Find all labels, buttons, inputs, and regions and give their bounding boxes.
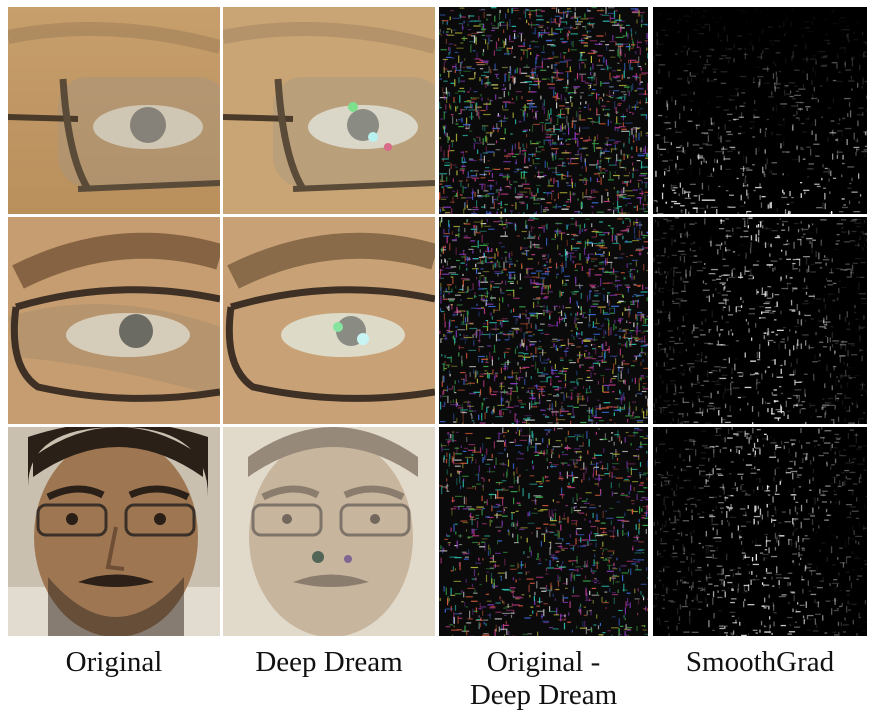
saliency-map-3	[653, 427, 867, 636]
deep-dream-eye-glasses-image	[223, 217, 435, 424]
original-full-face-image	[8, 427, 220, 636]
caption-deep-dream: Deep Dream	[223, 646, 435, 679]
smoothgrad-full-face-image	[653, 427, 867, 636]
difference-eye-closeup-image	[439, 7, 648, 214]
original-eye-closeup-image	[8, 7, 220, 214]
caption-difference: Original - Deep Dream	[439, 646, 648, 712]
caption-deep-dream-line-1: Deep Dream	[255, 646, 403, 678]
caption-original: Original	[8, 646, 220, 679]
deep-dream-eye-closeup-image	[223, 7, 435, 214]
caption-original-line-1: Original	[65, 646, 163, 678]
caption-smoothgrad: SmoothGrad	[653, 646, 867, 679]
caption-smoothgrad-line-1: SmoothGrad	[685, 646, 835, 678]
difference-full-face-image	[439, 427, 648, 636]
caption-difference-line-1: Original -	[486, 646, 601, 678]
saliency-map-1	[653, 8, 867, 214]
original-eye-glasses-image	[8, 217, 220, 424]
smoothgrad-eye-glasses-image	[653, 217, 867, 424]
difference-noise-2	[439, 217, 648, 424]
deep-dream-full-face-image	[223, 427, 435, 636]
difference-eye-glasses-image	[439, 217, 648, 424]
difference-noise-1	[439, 7, 648, 214]
smoothgrad-eye-closeup-image	[653, 7, 867, 214]
difference-noise-3	[439, 427, 648, 636]
saliency-map-2	[653, 217, 867, 424]
caption-difference-line-2: Deep Dream	[469, 679, 618, 711]
